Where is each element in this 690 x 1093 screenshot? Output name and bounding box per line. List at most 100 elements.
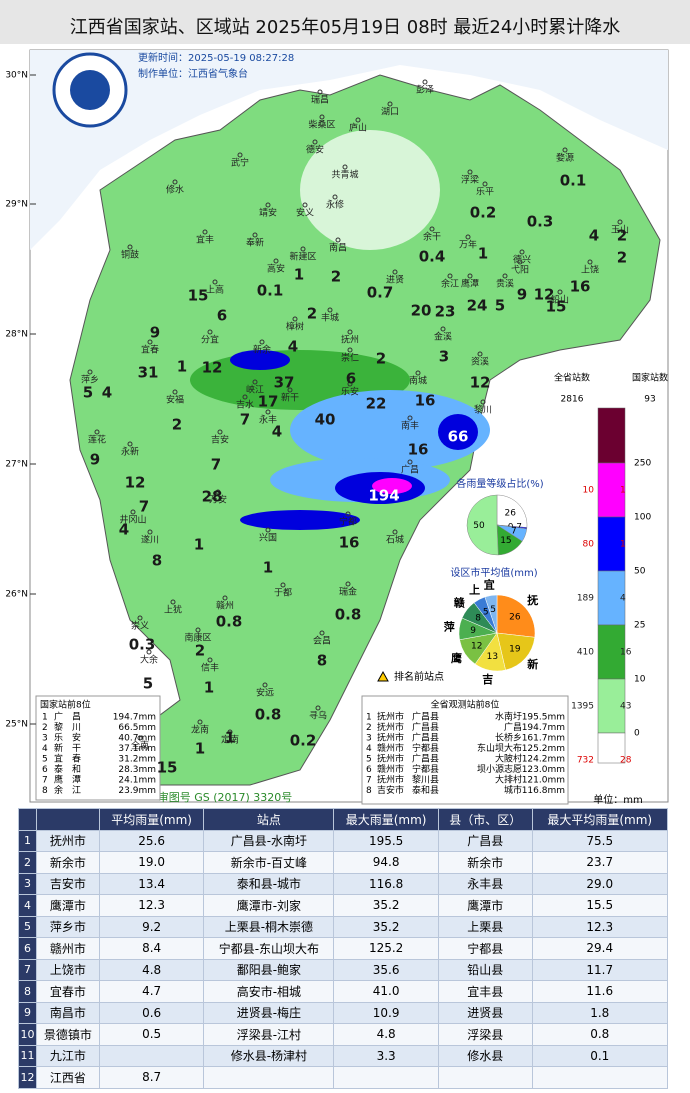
rain-value: 23 — [435, 303, 456, 321]
place-name: 宜春 — [141, 344, 159, 356]
rain-value: 24 — [467, 297, 488, 315]
city-wedge — [484, 594, 498, 634]
lat-label: 27°N — [5, 460, 28, 470]
rain-value: 4 — [102, 384, 112, 402]
rain-value: 9 — [90, 451, 100, 469]
national-cell: 鹰 潭 — [54, 774, 81, 786]
province-cell: 抚州市 — [377, 732, 404, 744]
row-index: 9 — [18, 1001, 37, 1024]
rain-value: 2 — [195, 642, 205, 660]
rain-value: 0.1 — [560, 172, 587, 190]
table-cell: 浮梁县 — [437, 1023, 533, 1046]
national-cell: 66.5mm — [118, 723, 156, 733]
national-cell: 28.3mm — [118, 765, 156, 775]
national-cell: 新 干 — [54, 742, 81, 754]
rain-value: 0.1 — [257, 282, 284, 300]
province-box — [361, 695, 569, 805]
table-cell: 11.7 — [531, 958, 668, 981]
table-cell: 35.2 — [333, 915, 439, 938]
place-name: 兴国 — [259, 533, 277, 544]
rain-value: 194 — [368, 487, 399, 505]
rain-value: 4 — [272, 423, 282, 441]
place-dot — [407, 459, 413, 465]
place-name: 湖口 — [381, 107, 399, 118]
rain-value: 12 — [125, 474, 146, 492]
logo-inner — [70, 70, 110, 110]
header-cell: 最大雨量(mm) — [333, 808, 439, 831]
table-cell: 景德镇市 — [36, 1023, 100, 1046]
rain-value: 7 — [139, 498, 149, 516]
table-cell: 125.2 — [333, 937, 439, 960]
table-cell: 1.8 — [531, 1001, 668, 1024]
place-name: 瑞昌 — [311, 94, 329, 106]
table-cell: 永丰县 — [437, 872, 533, 895]
title: 江西省国家站、区域站 2025年05月19日 08时 最近24小时累计降水 — [70, 17, 621, 38]
rain-value: 2 — [172, 416, 182, 434]
place-dot — [587, 259, 593, 265]
rain-value: 16 — [408, 441, 429, 459]
place-name: 进贤 — [386, 275, 404, 286]
place-name: 德兴 — [513, 254, 531, 266]
province-cell: 黎川县 — [412, 774, 439, 786]
table-cell — [437, 1066, 533, 1089]
place-name: 瑞金 — [339, 586, 357, 598]
province-cell: 东山坝大布 — [477, 742, 522, 754]
province-cell: 4 — [366, 744, 372, 754]
place-dot — [127, 244, 133, 250]
national-cell: 1 — [42, 713, 48, 723]
rain-value: 12 — [470, 374, 491, 392]
table-row: 7 上饶市 4.8 鄱阳县-鲍家 35.6 铅山县 11.7 — [18, 958, 668, 981]
place-dot — [207, 657, 213, 663]
rain-value: 28 — [202, 488, 223, 506]
place-name: 宁都 — [339, 516, 357, 528]
legend-total-count: 732 — [577, 756, 594, 766]
legend-national-count: 16 — [620, 648, 632, 658]
rain-value: 8 — [152, 552, 162, 570]
place-dot — [287, 387, 293, 393]
dark-blue-area — [240, 510, 360, 530]
header-cell — [18, 808, 37, 831]
legend-swatch — [597, 462, 626, 518]
table-cell: 35.6 — [333, 958, 439, 981]
place-name: 南康区 — [184, 632, 211, 644]
place-dot — [502, 273, 508, 279]
place-dot — [197, 719, 203, 725]
legend-swatch — [597, 407, 626, 464]
place-name: 上高 — [206, 284, 224, 296]
legend-swatch — [597, 570, 626, 626]
table-cell: 鹰潭市 — [36, 894, 100, 917]
city-name: 吉 — [482, 672, 493, 686]
row-index: 3 — [18, 872, 37, 895]
place-name: 金溪 — [434, 331, 452, 343]
place-name: 高安 — [267, 263, 285, 275]
city-name: 新 — [527, 657, 538, 671]
rain-value: 1 — [225, 729, 235, 747]
table-cell: 12.3 — [98, 894, 205, 917]
place-name: 永丰 — [259, 414, 277, 426]
city-value: 12 — [471, 641, 482, 651]
place-dot — [332, 194, 338, 200]
rain-value: 40 — [315, 411, 336, 429]
table-row: 3 吉安市 13.4 泰和县-城市 116.8 永丰县 29.0 — [18, 872, 668, 895]
place-name: 武宁 — [231, 157, 249, 169]
rain-value: 15 — [157, 759, 178, 777]
city-value: 19 — [509, 644, 521, 654]
place-name: 峡江 — [246, 384, 264, 396]
place-name: 修水 — [166, 184, 184, 196]
rain-value: 0.8 — [335, 606, 362, 624]
city-name: 抚 — [527, 593, 538, 607]
table-cell: 0.6 — [98, 1001, 205, 1024]
place-dot — [300, 246, 306, 252]
place-dot — [215, 489, 221, 495]
table-cell: 宁都县-东山坝大布 — [203, 937, 335, 960]
legend-threshold: 100 — [634, 513, 651, 523]
city-wedge — [496, 594, 536, 638]
legend-swatch — [597, 624, 626, 680]
place-name: 万年 — [459, 239, 477, 251]
table-cell: 鹰潭市-刘家 — [203, 894, 335, 917]
table-cell: 0.1 — [531, 1044, 668, 1067]
lat-label: 26°N — [5, 590, 28, 600]
level-pie-title: 各雨量等级占比(%) — [456, 477, 543, 490]
place-dot — [242, 394, 248, 400]
